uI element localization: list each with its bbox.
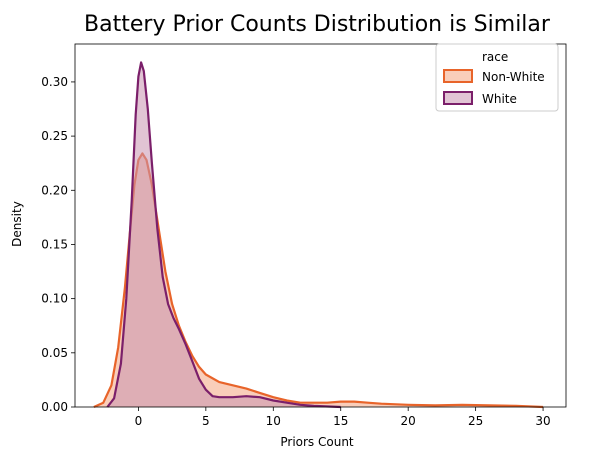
y-axis-label: Density [10, 201, 24, 247]
x-tick-label: 0 [135, 414, 143, 428]
x-axis-label: Priors Count [280, 435, 354, 449]
axes-frame [74, 43, 567, 408]
legend-title: race [482, 50, 508, 64]
x-tick-label: 25 [468, 414, 483, 428]
legend: race Non-White White [435, 43, 559, 112]
y-tick-label: 0.30 [41, 75, 68, 89]
density-line-white [106, 61, 341, 409]
legend-swatch-white [443, 91, 473, 105]
x-tick-label: 15 [333, 414, 348, 428]
y-tick-label: 0.20 [41, 183, 68, 197]
x-tick-label: 30 [535, 414, 550, 428]
y-tick-label: 0.05 [41, 346, 68, 360]
legend-label-white: White [482, 92, 517, 106]
plot-area [93, 61, 544, 409]
y-tick-label: 0.15 [41, 237, 68, 251]
y-tick-label: 0.00 [41, 400, 68, 414]
chart-title: Battery Prior Counts Distribution is Sim… [84, 12, 551, 37]
legend-label-non-white: Non-White [482, 70, 545, 84]
axes: 0 5 10 15 20 25 30 0.00 0.05 0.10 0.15 0.20 0.25 0.30 [41, 43, 567, 428]
x-tick-label: 5 [202, 414, 210, 428]
x-tick-label: 10 [266, 414, 281, 428]
y-tick-label: 0.25 [41, 129, 68, 143]
density-area-white [107, 62, 341, 408]
y-tick-label: 0.10 [41, 292, 68, 306]
legend-swatch-non-white [443, 69, 473, 83]
x-tick-label: 20 [401, 414, 416, 428]
